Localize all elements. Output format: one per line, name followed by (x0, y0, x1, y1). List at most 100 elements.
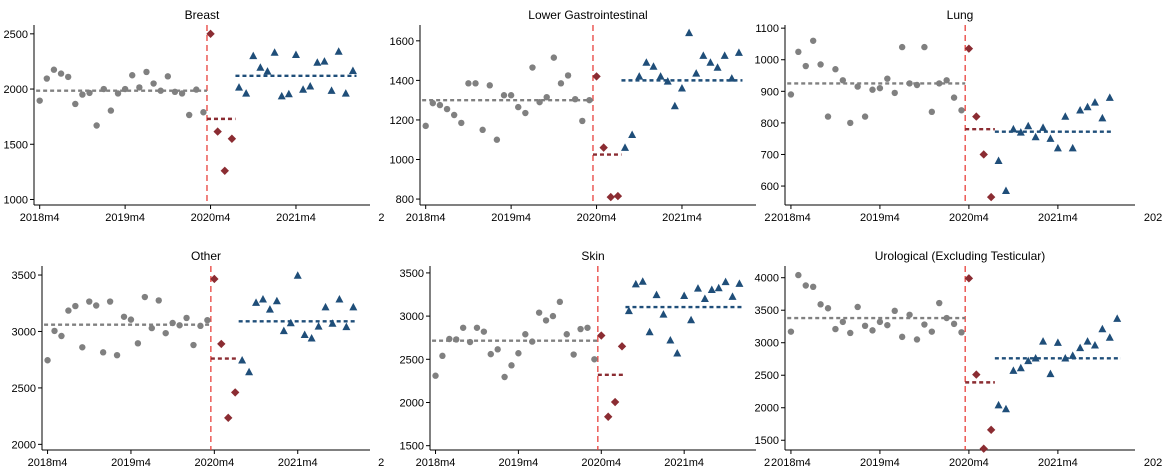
data-point-pre (72, 100, 79, 108)
data-point-covid (979, 444, 988, 453)
data-point-covid (964, 274, 974, 283)
y-tick-label: 1200 (390, 115, 414, 127)
data-point-pre (106, 298, 114, 305)
data-point-post (994, 156, 1003, 164)
data-point-post (624, 306, 633, 315)
data-point-post (1090, 98, 1099, 106)
data-point-pre (164, 73, 172, 80)
data-point-pre (584, 324, 591, 331)
data-point-post (249, 51, 258, 60)
data-point-pre (795, 271, 802, 279)
data-point-pre (563, 331, 570, 338)
data-point-pre (190, 341, 197, 349)
data-point-pre (809, 37, 817, 44)
data-point-pre (155, 297, 162, 304)
data-point-pre (72, 302, 79, 310)
data-point-covid (964, 44, 974, 53)
chart-title: Breast (185, 8, 220, 22)
data-point-pre (854, 83, 861, 90)
data-point-pre (508, 362, 515, 369)
data-point-pre (556, 298, 564, 306)
data-point-pre (465, 80, 472, 87)
y-tick-label: 600 (761, 181, 779, 193)
y-tick-label: 3000 (12, 326, 36, 338)
chart-lung: Lung 600 700 800 900 1000 1100 2018m4 2019m4 2020… (755, 8, 1163, 224)
y-tick-label: 2000 (755, 403, 779, 415)
data-point-covid (206, 29, 215, 39)
data-point-pre (570, 351, 577, 358)
data-point-pre (148, 324, 155, 332)
data-point-pre (86, 298, 93, 305)
data-point-covid (230, 388, 240, 397)
data-point-pre (443, 105, 451, 113)
data-point-pre (494, 346, 501, 353)
data-point-pre (557, 80, 565, 87)
data-point-pre (861, 113, 869, 120)
x-tick-label: 2 (378, 212, 384, 224)
x-tick-label: 2019m4 (860, 212, 900, 224)
chart-lower-gastrointestinal: Lower Gastrointestinal 800 1000 1200 1400 160… (390, 8, 771, 224)
data-point-post (699, 51, 708, 59)
x-tick-label: 2021m4 (1038, 212, 1078, 224)
data-point-pre (839, 318, 847, 326)
data-point-post (735, 279, 744, 287)
data-point-pre (522, 331, 529, 338)
data-point-pre (501, 373, 508, 381)
data-point-post (277, 91, 286, 100)
data-point-pre (185, 111, 193, 119)
y-tick-label: 800 (761, 118, 779, 130)
data-point-post (1090, 341, 1099, 349)
data-point-pre (928, 108, 936, 116)
data-point-post (621, 143, 630, 151)
data-point-pre (44, 357, 51, 364)
data-point-covid (213, 127, 222, 136)
y-tick-label: 2500 (400, 354, 424, 366)
data-point-post (1076, 343, 1085, 352)
y-tick-label: 2500 (12, 383, 36, 395)
data-point-post (1105, 93, 1114, 101)
x-tick-label: 2018m4 (406, 212, 446, 224)
data-point-pre (129, 72, 136, 79)
data-point-pre (936, 80, 943, 87)
data-point-pre (817, 61, 824, 68)
data-point-pre (522, 109, 529, 117)
data-point-post (1009, 366, 1018, 374)
y-tick-label: 1000 (755, 55, 779, 67)
data-point-pre (472, 80, 479, 87)
data-point-post (645, 327, 654, 336)
data-point-post (1024, 121, 1033, 130)
y-tick-label: 1000 (4, 194, 28, 206)
data-point-post (700, 294, 709, 303)
x-tick-label: 2018m4 (416, 457, 456, 469)
chart-title: Lower Gastrointestinal (528, 8, 647, 22)
data-point-covid (617, 342, 627, 351)
data-point-pre (107, 107, 115, 114)
data-point-pre (876, 318, 884, 326)
data-point-pre (93, 302, 100, 309)
data-point-pre (564, 72, 572, 79)
data-point-pre (913, 336, 921, 343)
data-point-pre (64, 73, 72, 81)
data-point-pre (542, 317, 550, 324)
y-tick-label: 1500 (755, 435, 779, 447)
data-point-pre (817, 301, 824, 308)
data-point-post (348, 66, 357, 75)
data-point-post (628, 130, 637, 138)
chart-title: Skin (581, 249, 604, 263)
data-point-post (1001, 404, 1010, 413)
y-tick-label: 900 (761, 86, 779, 98)
data-point-pre (458, 119, 465, 127)
data-point-pre (824, 305, 832, 312)
y-tick-label: 3500 (400, 268, 424, 280)
data-point-pre (500, 92, 508, 99)
data-point-post (1113, 314, 1122, 322)
data-point-pre (134, 340, 142, 347)
data-point-post (638, 277, 647, 285)
data-point-pre (869, 327, 876, 334)
x-tick-label: 2018m4 (771, 457, 811, 469)
data-point-post (1046, 369, 1055, 378)
x-tick-label: 2021m4 (1038, 457, 1078, 469)
data-point-post (235, 83, 244, 91)
y-tick-label: 4000 (755, 273, 779, 285)
data-point-pre (898, 43, 906, 51)
